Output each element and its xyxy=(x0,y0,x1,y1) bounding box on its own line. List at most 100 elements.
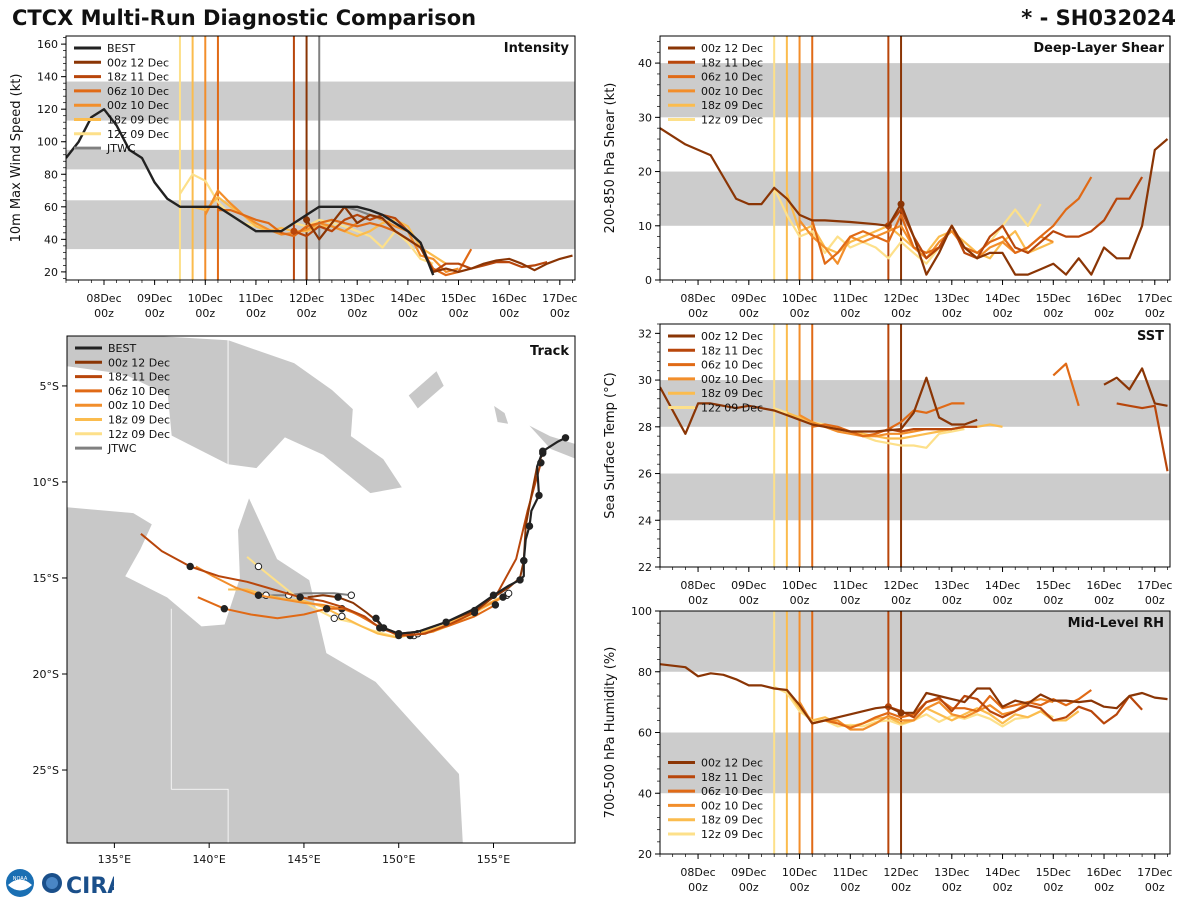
track-18z-09-dec xyxy=(228,588,510,639)
x-tick-label: 08Dec xyxy=(680,866,715,879)
threshold-band xyxy=(660,63,1170,118)
threshold-band xyxy=(66,200,575,250)
x-tick-label: 00z xyxy=(739,594,759,607)
legend-entry-jtwc: JTWC xyxy=(106,142,136,155)
y-tick-label: 40 xyxy=(44,233,58,246)
x-tick-label: 00z xyxy=(1043,307,1063,320)
threshold-band xyxy=(660,611,1170,672)
new-guinea-land xyxy=(67,336,404,494)
legend-entry-18z-11-dec: 18z 11 Dec xyxy=(108,371,170,384)
legend-entry-00z-12-dec: 00z 12 Dec xyxy=(701,42,763,55)
legend-entry-18z-09-dec: 18z 09 Dec xyxy=(701,99,763,112)
legend-entry-18z-09-dec: 18z 09 Dec xyxy=(107,114,169,127)
threshold-band xyxy=(660,473,1170,521)
x-tick-label: 13Dec xyxy=(934,866,969,879)
rh-panel: 20 40 60 80 100 08Dec 00z 09Dec 00z 10Dec 00z 11Dec… xyxy=(603,605,1172,894)
intensity-y-axis-label: 10m Max Wind Speed (kt) xyxy=(9,74,24,243)
x-tick-label: 10Dec xyxy=(782,292,817,305)
x-tick-label: 00z xyxy=(739,307,759,320)
legend-entry-best: BEST xyxy=(108,342,136,355)
x-tick-label: 14Dec xyxy=(985,292,1020,305)
x-tick-label: 13Dec xyxy=(934,579,969,592)
x-tick-label: 10Dec xyxy=(782,579,817,592)
lat-tick-label: 25°S xyxy=(33,764,59,777)
track-point-best xyxy=(520,556,528,565)
x-tick-label: 08Dec xyxy=(680,292,715,305)
legend-entry-12z-09-dec: 12z 09 Dec xyxy=(107,128,169,141)
threshold-band xyxy=(660,380,1170,427)
track-point-best xyxy=(539,447,547,455)
y-tick-label: 140 xyxy=(37,71,58,84)
lat-tick-label: 5°S xyxy=(40,380,59,393)
init-point-18z-11-dec xyxy=(290,227,298,235)
x-tick-label: 11Dec xyxy=(833,292,868,305)
x-tick-label: 11Dec xyxy=(833,866,868,879)
y-tick-label: 120 xyxy=(37,103,58,116)
series-18z-11-dec xyxy=(887,176,1144,260)
x-tick-label: 17Dec xyxy=(1137,866,1172,879)
x-tick-label: 00z xyxy=(993,881,1013,894)
y-tick-label: 160 xyxy=(37,38,58,51)
x-tick-label: 00z xyxy=(94,307,114,320)
legend-entry-12z-09-dec: 12z 09 Dec xyxy=(701,828,763,841)
legend-entry-18z-09-dec: 18z 09 Dec xyxy=(701,387,763,400)
lat-tick-label: 15°S xyxy=(33,572,59,585)
series-00z-12-dec xyxy=(1103,367,1168,407)
legend-entry-00z-10-dec: 00z 10 Dec xyxy=(701,85,763,98)
x-tick-label: 10Dec xyxy=(188,292,223,305)
x-tick-label: 00z xyxy=(993,594,1013,607)
x-tick-label: 00z xyxy=(398,307,418,320)
x-tick-label: 15Dec xyxy=(1036,579,1071,592)
track-best xyxy=(375,436,566,635)
sst-y-axis-label: Sea Surface Temp (°C) xyxy=(603,372,618,519)
x-tick-label: 09Dec xyxy=(731,292,766,305)
rh-title: Mid-Level RH xyxy=(1068,616,1164,631)
y-tick-label: 100 xyxy=(631,605,652,618)
x-tick-label: 11Dec xyxy=(238,292,273,305)
x-tick-label: 08Dec xyxy=(86,292,121,305)
track-point-best xyxy=(489,591,498,599)
y-tick-label: 28 xyxy=(638,421,652,434)
shear-frame xyxy=(659,35,1171,281)
legend-entry-jtwc: JTWC xyxy=(107,442,137,455)
legend-entry-00z-12-dec: 00z 12 Dec xyxy=(108,356,170,369)
y-tick-label: 80 xyxy=(638,666,652,679)
track-jtwc xyxy=(258,592,352,599)
svg-text:CIRA: CIRA xyxy=(66,874,114,898)
x-tick-label: 00z xyxy=(1145,307,1165,320)
x-tick-label: 00z xyxy=(739,881,759,894)
x-tick-label: 17Dec xyxy=(542,292,577,305)
threshold-band xyxy=(66,81,575,121)
track-point-12z-09-dec xyxy=(330,614,338,623)
track-point-06z-10-dec xyxy=(322,605,331,613)
legend-entry-12z-09-dec: 12z 09 Dec xyxy=(108,428,170,441)
y-tick-label: 80 xyxy=(44,168,58,181)
legend-entry-18z-11-dec: 18z 11 Dec xyxy=(701,344,763,357)
x-tick-label: 13Dec xyxy=(340,292,375,305)
track-point-18z-09-dec xyxy=(338,612,346,621)
x-tick-label: 00z xyxy=(790,594,810,607)
series-00z-12-dec xyxy=(305,205,573,273)
x-tick-label: 15Dec xyxy=(441,292,476,305)
x-tick-label: 08Dec xyxy=(680,579,715,592)
x-tick-label: 00z xyxy=(1145,594,1165,607)
series-18z-11-dec xyxy=(888,425,978,433)
track-point-best xyxy=(442,618,450,626)
legend-entry-06z-10-dec: 06z 10 Dec xyxy=(701,785,763,798)
x-tick-label: 00z xyxy=(297,307,317,320)
legend-entry-00z-10-dec: 00z 10 Dec xyxy=(108,399,170,412)
legend-entry-00z-10-dec: 00z 10 Dec xyxy=(701,373,763,386)
track-frame xyxy=(66,335,576,844)
x-tick-label: 10Dec xyxy=(782,866,817,879)
track-point-06z-10-dec xyxy=(220,605,229,613)
x-tick-label: 00z xyxy=(688,594,708,607)
x-tick-label: 12Dec xyxy=(883,292,918,305)
x-tick-label: 12Dec xyxy=(289,292,324,305)
track-title: Track xyxy=(530,344,569,359)
legend-entry-best: BEST xyxy=(107,42,135,55)
bougainville-land xyxy=(492,404,510,425)
lon-tick-label: 135°E xyxy=(98,853,131,866)
track-point-best xyxy=(516,576,524,584)
x-tick-label: 17Dec xyxy=(1137,579,1172,592)
